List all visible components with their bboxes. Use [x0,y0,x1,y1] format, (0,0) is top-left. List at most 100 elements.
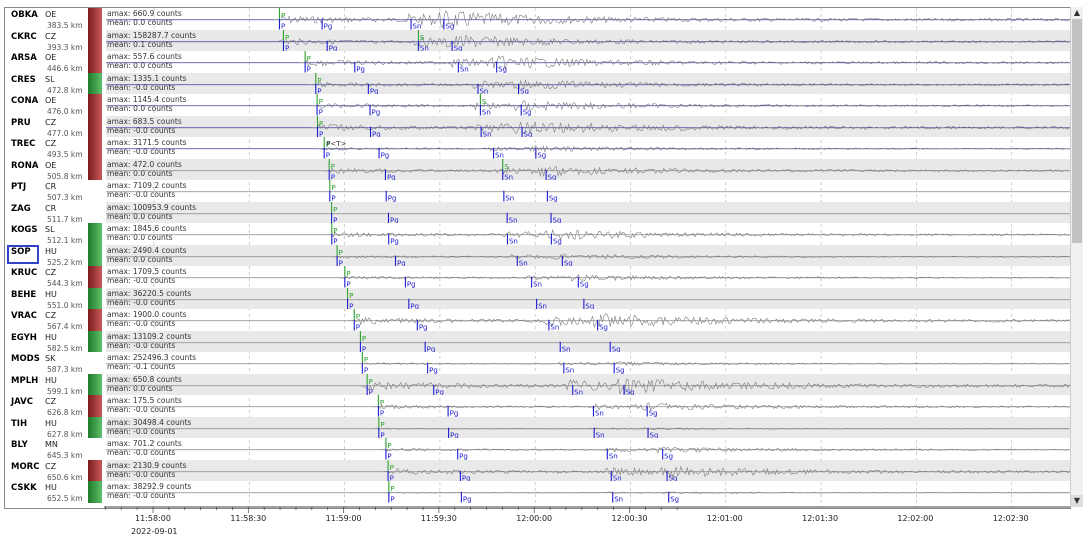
epicentral-distance: 599.1 km [47,386,83,396]
station-code[interactable]: ARSA [11,53,37,63]
station-code[interactable]: MODS [11,354,40,364]
station-row-javc[interactable]: JAVC CZ 626.8 km amax: 175.5 counts mean: -0… [5,395,1070,417]
network-code: OE [45,53,57,62]
station-code[interactable]: JAVC [11,397,33,407]
station-code[interactable]: CONA [11,96,39,106]
station-row-zag[interactable]: ZAG CR 511.7 km amax: 100953.9 counts mean: … [5,201,1070,224]
axis-date: 2022-09-01 [131,527,178,536]
station-code[interactable]: KOGS [11,225,38,235]
mean-label: mean: -0.0 counts [107,340,176,350]
mean-label: mean: 0.1 counts [107,39,173,49]
station-code[interactable]: CSKK [11,483,37,493]
station-code[interactable]: VRAC [11,311,37,321]
trace-plot[interactable] [106,309,1070,331]
trace-plot[interactable] [106,158,1070,180]
station-row-egyh[interactable]: EGYH HU 582.5 km amax: 13109.2 counts mean: … [5,330,1070,353]
station-row-mplh[interactable]: MPLH HU 599.1 km amax: 650.8 counts mean: 0.… [5,373,1070,396]
trace-plot[interactable] [106,266,1070,288]
trace-plot[interactable] [106,137,1070,159]
trace-plot[interactable] [106,94,1070,116]
station-row-mods[interactable]: MODS SK 587.3 km amax: 252496.3 counts mean:… [5,352,1070,374]
quality-indicator [88,244,102,266]
axis-tick-label: 12:00:00 [516,514,553,523]
axis-tick-label: 12:02:30 [992,514,1029,523]
quality-indicator [88,416,102,438]
station-code[interactable]: EGYH [11,332,37,343]
station-row-morc[interactable]: MORC CZ 650.6 km amax: 2130.9 counts mean: -… [5,459,1070,482]
station-row-pru[interactable]: PRU CZ 477.0 km amax: 683.5 counts mean: -0.… [5,115,1070,138]
station-row-vrac[interactable]: VRAC CZ 567.4 km amax: 1900.0 counts mean: -… [5,309,1070,331]
station-row-cres[interactable]: CRES SL 472.8 km amax: 1335.1 counts mean: -… [5,72,1070,95]
station-row-ptj[interactable]: PTJ CR 507.3 km amax: 7109.2 counts mean: -0… [5,180,1070,202]
amax-label: amax: 472.0 counts [107,159,182,169]
station-code[interactable]: KRUC [11,268,38,278]
trace-plot[interactable] [106,201,1070,223]
network-code: SL [45,225,55,234]
station-code[interactable]: PTJ [11,182,27,192]
quality-indicator [88,309,102,331]
station-code[interactable]: BEHE [11,289,37,300]
mean-label: mean: 0.0 counts [107,61,173,70]
station-code[interactable]: MPLH [11,375,39,386]
station-row-behe[interactable]: BEHE HU 551.0 km amax: 36220.5 counts mean: … [5,287,1070,310]
trace-plot[interactable] [106,330,1070,352]
trace-plot[interactable] [106,481,1070,503]
station-row-cskk[interactable]: CSKK HU 652.5 km amax: 38292.9 counts mean: … [5,481,1070,503]
station-row-sop[interactable]: SOP HU 525.2 km amax: 2490.4 counts mean: 0.… [5,244,1070,267]
scroll-down-icon[interactable]: ▼ [1071,495,1083,507]
trace-plot[interactable] [106,416,1070,438]
trace-plot[interactable] [106,72,1070,94]
trace-panel[interactable]: OBKA OE 383.5 km amax: 660.9 counts mean: 0.… [4,7,1071,509]
quality-indicator [88,287,102,309]
epicentral-distance: 446.6 km [47,64,83,73]
station-code[interactable]: CRES [11,74,36,85]
network-code: CZ [45,268,57,277]
trace-plot[interactable] [106,438,1070,460]
station-code[interactable]: RONA [11,160,39,171]
station-code[interactable]: BLY [11,440,28,450]
station-row-bly[interactable]: BLY MN 645.3 km amax: 701.2 counts mean: -0.… [5,438,1070,460]
station-row-obka[interactable]: OBKA OE 383.5 km amax: 660.9 counts mean: 0.… [5,8,1070,30]
trace-plot[interactable] [106,115,1070,137]
station-code[interactable]: OBKA [11,10,38,20]
amax-label: amax: 557.6 counts [107,52,182,61]
station-row-arsa[interactable]: ARSA OE 446.6 km amax: 557.6 counts mean: 0.… [5,51,1070,73]
station-code[interactable]: TIH [11,418,28,429]
trace-plot[interactable] [106,29,1070,51]
trace-plot[interactable] [106,180,1070,202]
mean-label: mean: -0.0 counts [107,82,176,92]
mean-label: mean: 0.0 counts [107,168,173,178]
station-code[interactable]: SOP [11,246,31,257]
epicentral-distance: 525.2 km [47,257,83,267]
amax-label: amax: 158287.7 counts [107,30,197,40]
vertical-scrollbar[interactable]: ▲ ▼ [1070,7,1083,507]
mean-label: mean: 0.0 counts [107,383,173,393]
station-row-trec[interactable]: TREC CZ 493.5 km amax: 3171.5 counts mean: -… [5,137,1070,159]
scroll-up-icon[interactable]: ▲ [1073,8,1081,17]
trace-plot[interactable] [106,352,1070,374]
network-code: CZ [45,397,57,406]
trace-plot[interactable] [106,8,1070,30]
trace-plot[interactable] [106,395,1070,417]
scroll-thumb[interactable] [1072,19,1082,243]
station-row-kogs[interactable]: KOGS SL 512.1 km amax: 1845.6 counts mean: 0… [5,223,1070,245]
station-trace-list[interactable]: OBKA OE 383.5 km amax: 660.9 counts mean: 0.… [5,8,1070,508]
station-code[interactable]: MORC [11,461,40,472]
station-row-cona[interactable]: CONA OE 476.0 km amax: 1145.4 counts mean: 0… [5,94,1070,116]
station-row-tih[interactable]: TIH HU 627.8 km amax: 30498.4 counts mean: -… [5,416,1070,439]
trace-plot[interactable] [106,287,1070,309]
trace-plot[interactable] [106,244,1070,266]
trace-plot[interactable] [106,223,1070,245]
station-row-kruc[interactable]: KRUC CZ 544.3 km amax: 1709.5 counts mean: -… [5,266,1070,288]
station-code[interactable]: TREC [11,139,36,149]
station-code[interactable]: PRU [11,117,31,128]
quality-indicator [88,51,102,73]
station-code[interactable]: CKRC [11,31,37,42]
trace-plot[interactable] [106,51,1070,73]
trace-plot[interactable] [106,373,1070,395]
trace-plot[interactable] [106,459,1070,481]
station-code[interactable]: ZAG [11,203,31,214]
amax-label: amax: 252496.3 counts [107,353,197,362]
station-row-ckrc[interactable]: CKRC CZ 393.3 km amax: 158287.7 counts mean:… [5,29,1070,52]
station-row-rona[interactable]: RONA OE 505.8 km amax: 472.0 counts mean: 0.… [5,158,1070,181]
